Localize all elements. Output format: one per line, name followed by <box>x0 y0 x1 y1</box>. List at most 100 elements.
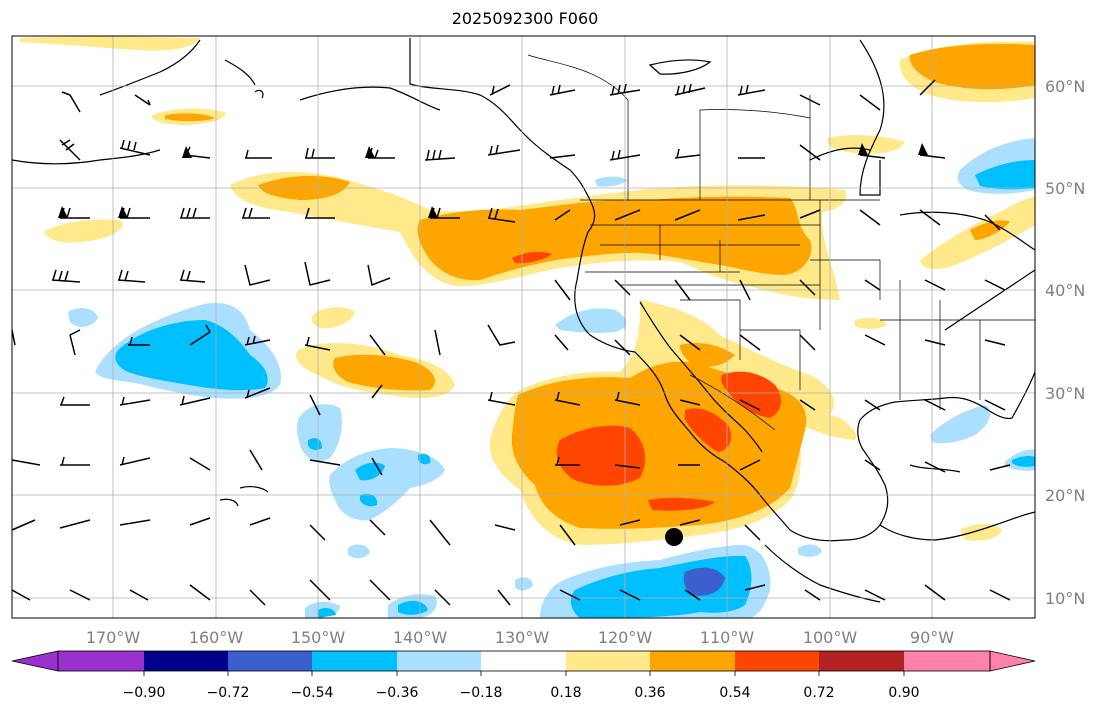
negative-region-light <box>296 404 342 462</box>
wind-barb <box>244 264 271 286</box>
map-frame <box>11 35 1036 619</box>
wind-barb <box>924 461 946 473</box>
colorbar-tick-label: 0.90 <box>888 685 919 701</box>
wind-barb <box>554 279 571 301</box>
wind-barb <box>609 149 641 161</box>
positive-region-light <box>20 36 200 51</box>
longitude-labels: 170°W 160°W 150°W 140°W 130°W 120°W 110°… <box>86 628 954 647</box>
wind-barb <box>60 456 90 466</box>
wind-barb <box>737 84 766 96</box>
wind-barb <box>128 336 150 346</box>
wind-barb <box>864 589 886 601</box>
wind-barb <box>799 144 821 161</box>
wind-barb <box>497 589 511 606</box>
lon-label-150w: 150°W <box>291 628 346 647</box>
wind-barb <box>487 324 516 346</box>
wind-barb <box>369 579 391 601</box>
wind-barb <box>242 207 270 219</box>
colorbar-tick-label: 0.18 <box>550 685 581 701</box>
colorbar-bin <box>481 651 566 671</box>
lon-label-140w: 140°W <box>393 628 448 647</box>
wind-barb <box>487 207 516 223</box>
wind-barb <box>304 261 331 286</box>
negative-region-strong <box>683 567 725 596</box>
wind-barb <box>799 399 816 411</box>
lon-label-160w: 160°W <box>189 628 244 647</box>
colorbar-tick-label: 0.36 <box>634 685 665 701</box>
wind-barb <box>619 589 641 601</box>
positive-region-mid <box>333 354 435 391</box>
negative-region-mid <box>115 320 268 391</box>
wind-barb <box>59 519 91 529</box>
wind-barb <box>614 464 641 469</box>
colorbar-tick-label: 0.72 <box>803 685 834 701</box>
positive-region-mid <box>970 220 1010 240</box>
wind-pennant <box>918 143 928 155</box>
wind-barb <box>11 459 41 466</box>
wind-barb <box>119 396 151 406</box>
negative-region-light <box>595 176 628 187</box>
positive-region-light <box>960 524 1002 541</box>
wind-barb <box>554 209 571 221</box>
colorbar-tick-label: −0.54 <box>291 685 334 701</box>
wind-pennant <box>428 206 438 218</box>
colorbar-min-extension <box>11 650 59 672</box>
lon-label-170w: 170°W <box>86 628 141 647</box>
wind-barb <box>859 94 881 111</box>
wind-barb <box>614 279 631 296</box>
wind-barb <box>674 148 701 159</box>
lat-label-30n: 30°N <box>1045 384 1085 403</box>
wind-barb <box>674 209 701 221</box>
colorbar-bin <box>397 651 481 671</box>
positive-region-mid <box>680 343 735 367</box>
wind-barb <box>309 579 331 601</box>
wind-barb <box>487 144 521 156</box>
lat-label-50n: 50°N <box>1045 179 1085 198</box>
negative-region-mid <box>308 438 322 451</box>
negative-region-light <box>555 308 627 333</box>
negative-region-mid <box>318 607 336 618</box>
colorbar-max-extension <box>989 650 1036 672</box>
wind-barb <box>304 336 331 351</box>
storm-center-marker <box>665 528 683 546</box>
colorbar-tick-label: −0.18 <box>460 685 503 701</box>
wind-barb <box>984 339 1006 346</box>
wind-barb <box>487 391 516 406</box>
wind-barb <box>189 324 211 346</box>
wind-barb <box>919 79 936 96</box>
colorbar-bin <box>228 651 312 671</box>
colorbar-bin <box>819 651 904 671</box>
wind-barb <box>919 154 946 159</box>
positive-region-light <box>311 307 355 329</box>
wind-barb <box>489 84 511 96</box>
lat-label-40n: 40°N <box>1045 281 1085 300</box>
wind-pennant <box>118 206 128 218</box>
wind-barb <box>424 149 456 161</box>
positive-region-light <box>830 415 853 436</box>
colorbar-bin <box>566 651 650 671</box>
wind-barb <box>189 584 211 601</box>
wind-barb <box>11 589 31 601</box>
wind-barb <box>244 387 271 399</box>
wind-barb <box>59 139 81 161</box>
colorbar-bin <box>904 651 990 671</box>
colorbar: −0.90 −0.72 −0.54 −0.36 −0.18 0.18 0.36 … <box>11 650 1036 701</box>
wind-barb <box>984 214 1001 231</box>
wind-barb <box>249 589 266 606</box>
wind-barb <box>244 335 271 346</box>
wind-barb <box>119 139 151 156</box>
wind-barb <box>864 334 886 346</box>
wind-barb <box>559 589 581 601</box>
map-panel <box>11 35 1036 619</box>
map-title: 2025092300 F060 <box>451 9 599 28</box>
wind-pennant <box>365 146 375 158</box>
wind-barb <box>179 395 211 406</box>
lon-label-90w: 90°W <box>910 628 954 647</box>
wind-barbs <box>11 79 1011 606</box>
wind-barb <box>119 456 151 466</box>
wind-barb <box>549 84 576 96</box>
wind-barb <box>674 83 706 96</box>
wind-barb <box>309 394 321 416</box>
wind-barb <box>609 83 641 96</box>
lon-label-100w: 100°W <box>803 628 858 647</box>
